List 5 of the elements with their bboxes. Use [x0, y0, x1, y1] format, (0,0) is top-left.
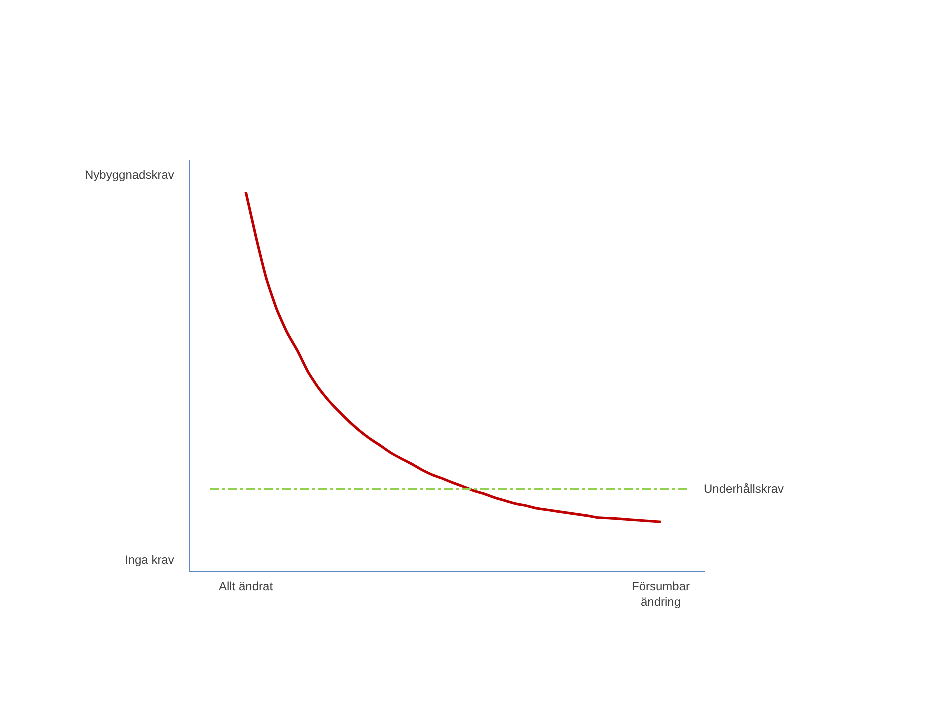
text: Nybyggnadskrav — [85, 168, 174, 182]
ref-line-label: Underhållskrav — [704, 482, 784, 496]
x-tick-label: Allt ändrat — [219, 579, 274, 594]
x-tick-label: Försumbar ändring — [632, 579, 690, 609]
text: Inga krav — [125, 553, 174, 567]
